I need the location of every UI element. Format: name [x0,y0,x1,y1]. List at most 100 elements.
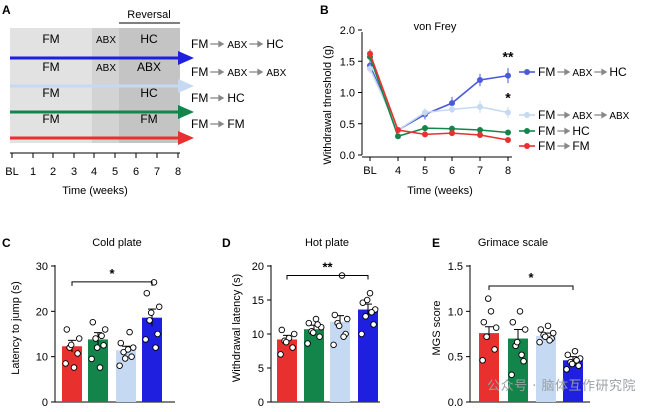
data-point [477,77,483,83]
data-point [449,130,455,137]
y-axis-label-von-frey: Withdrawal threshold (g) [322,45,334,164]
legend-entry-1: FM ABX ABX [519,108,630,122]
timeline-label-arrow-head [257,40,264,48]
data-point [536,338,543,346]
data-point [101,326,109,333]
timeline-label-arrow-head [257,68,264,76]
data-point [305,319,313,327]
data-point [340,333,347,340]
data-point [568,360,576,368]
significance-marker: * [109,266,115,281]
timeline-label-part: FM [191,37,208,51]
data-point [508,371,515,379]
data-point [100,342,107,349]
legend-marker [524,69,530,75]
data-point [537,326,545,333]
data-point [571,347,579,355]
timeline-tick-label: BL [5,166,18,178]
timeline-seg1-0: FM [42,32,59,46]
timeline-label-arrow-head [218,68,225,76]
data-point [74,350,81,357]
x-tick-label-von-frey: 5 [422,165,428,177]
data-point [370,321,377,328]
timeline-seg3-2: HC [140,86,158,100]
reversal-label: Reversal [127,9,170,21]
data-point [126,328,133,336]
legend-label-part: HC [572,124,590,138]
data-point [422,125,428,132]
series-1: * [367,64,511,133]
y-tick-label-von-frey: 0.5 [340,119,355,131]
data-point [449,125,455,132]
data-point [449,106,455,113]
timeline-seg3-1: ABX [137,60,161,74]
data-point [331,311,339,319]
series-0: ** [367,49,514,133]
data-point [544,322,552,330]
bar [62,346,82,402]
timeline-group-label-3: FM FM [191,117,245,131]
bar-group-3 [563,347,584,402]
data-point [477,127,483,133]
legend-arrow-head [601,68,608,76]
data-point [487,308,495,315]
data-point [363,296,371,304]
data-point [143,289,151,297]
significance-bracket [286,275,369,280]
data-point [541,333,549,340]
bar-group-0 [479,295,500,402]
timeline-arrow-head-0 [178,51,194,65]
data-point [358,330,365,338]
data-point [314,321,321,328]
y-axis-label-cold-plate: Latency to jump (s) [10,281,22,375]
timeline-tick-label: 8 [175,166,181,178]
legend-arrow-head [564,111,571,119]
panel-letter-a: A [2,3,11,17]
timeline-label-part: FM [191,117,208,131]
data-point [117,339,125,347]
data-point [67,341,75,349]
data-point [516,308,524,315]
data-point [505,72,511,79]
timeline-arrow-head-1 [178,79,194,93]
timeline-group-label-1: FM ABX ABX [191,65,287,79]
y-tick-label: 0.0 [448,397,463,409]
data-point [121,355,129,362]
data-point [513,338,521,346]
data-point [96,364,104,371]
data-point [492,324,500,331]
y-tick-label: 5 [258,363,264,375]
timeline-tick-label: 2 [50,166,56,178]
panel-letter-c: C [2,236,11,250]
timeline-tick-label: 3 [71,166,77,178]
timeline-label-part: FM [227,117,244,131]
chart-title-hot-plate: Hot plate [305,237,349,249]
timeline-panel: Reversal FM ABX HC FM ABX ABX FM HC FM FM BL 1 2 3 4 5… [5,9,286,197]
series-line [369,56,509,138]
data-point [304,340,311,347]
y-tick-label: 1.5 [448,261,463,273]
y-tick-label-von-frey: 0.0 [340,150,355,162]
timeline-label-part: ABX [227,40,247,51]
timeline-group-label-0: FM ABX HC [191,37,284,51]
data-point [92,335,99,342]
cold-plate-chart: Cold plate Latency to jump (s) 0 10 20 30 * [10,237,175,409]
timeline-tick-label: 7 [154,166,160,178]
y-tick-label: 15 [252,295,264,307]
data-point [563,366,570,373]
timeline-seg1-1: FM [42,60,59,74]
y-tick-label: 20 [36,306,48,318]
data-point [573,357,580,364]
data-point [549,329,557,337]
legend-label-part: ABX [609,111,629,122]
legend-arrow-head [564,68,571,76]
data-point [422,131,428,138]
x-tick-label-von-frey: 8 [505,165,511,177]
data-point [449,100,455,107]
timeline-label-part: HC [227,91,245,105]
legend-label-part: FM [538,65,555,79]
data-point [546,337,553,344]
panel-letter-d: D [222,236,231,250]
data-point [520,357,527,365]
timeline-label-part: FM [191,91,208,105]
